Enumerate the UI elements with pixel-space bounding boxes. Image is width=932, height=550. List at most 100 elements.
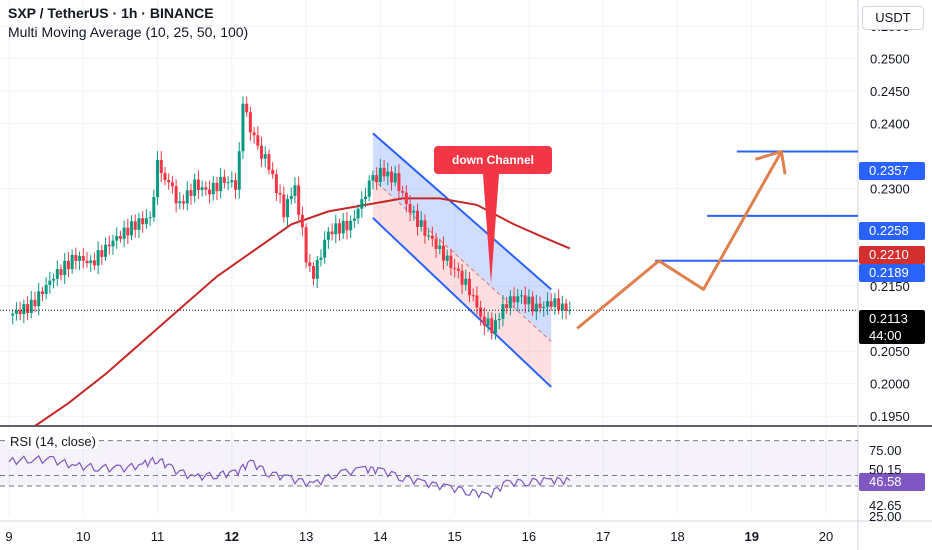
indicator-label: Multi Moving Average (10, 25, 50, 100) — [8, 24, 249, 40]
candle-body — [37, 291, 41, 307]
candle-body — [241, 103, 245, 152]
candle-body — [48, 280, 52, 285]
candle-body — [178, 201, 182, 204]
candle-body — [78, 256, 82, 261]
candle-body — [568, 310, 572, 312]
candle-body — [390, 171, 394, 183]
candle-body — [115, 236, 119, 241]
candle-body — [26, 304, 30, 313]
candle-body — [364, 196, 368, 200]
candle-body — [137, 218, 141, 230]
candle-body — [330, 231, 334, 235]
candle-body — [508, 296, 512, 309]
price-tick-label: 0.1950 — [870, 409, 910, 424]
candle-body — [560, 303, 564, 311]
candle-body — [286, 199, 290, 218]
candle-body — [486, 318, 490, 326]
candle-body — [271, 169, 275, 175]
candle-body — [74, 254, 78, 261]
price-tag-level-low: 0.2189 — [859, 264, 925, 282]
rsi-level-mid: 50.15 — [869, 462, 902, 477]
candle-body — [460, 270, 464, 285]
candle-body — [408, 203, 412, 213]
candle-body — [445, 255, 449, 261]
candle-body — [256, 135, 260, 146]
candle-body — [393, 173, 397, 183]
channel-upper-fill — [372, 133, 552, 342]
down-channel-callout: down Channel — [434, 146, 552, 174]
candle-body — [501, 304, 505, 319]
candle-body — [356, 208, 360, 219]
time-tick-label: 11 — [151, 529, 165, 544]
candle-body — [297, 185, 301, 215]
candle-body — [490, 318, 494, 334]
candle-body — [252, 132, 256, 136]
candle-body — [401, 191, 405, 193]
candle-body — [493, 320, 497, 334]
candle-body — [104, 244, 108, 257]
candle-body — [334, 223, 338, 235]
candle-body — [479, 307, 483, 317]
candle-body — [63, 260, 67, 276]
candle-body — [456, 268, 460, 271]
candle-body — [441, 245, 445, 261]
candle-body — [200, 187, 204, 191]
candle-body — [304, 227, 308, 263]
candle-body — [44, 284, 48, 295]
candle-body — [122, 227, 126, 239]
time-tick-label: 20 — [819, 529, 833, 544]
candle-body — [430, 235, 434, 239]
candle-body — [230, 180, 234, 183]
candle-body — [234, 180, 238, 190]
candle-body — [341, 220, 345, 234]
candle-body — [438, 245, 442, 250]
candle-body — [100, 250, 104, 257]
time-tick-label: 14 — [373, 529, 387, 544]
candle-body — [349, 220, 353, 231]
candle-body — [70, 254, 74, 270]
candle-body — [11, 313, 15, 316]
candle-body — [471, 295, 475, 297]
candle-body — [497, 318, 501, 321]
candle-body — [211, 182, 215, 195]
candle-body — [523, 295, 527, 305]
candle-body — [312, 266, 316, 279]
time-tick-label: 17 — [596, 529, 610, 544]
candle-body — [222, 176, 226, 183]
projection-arrowhead — [754, 150, 787, 175]
candle-body — [215, 182, 219, 192]
candle-body — [274, 174, 278, 194]
candle-body — [464, 278, 468, 285]
channel-mid-line — [372, 178, 552, 342]
candle-body — [219, 176, 223, 192]
candle-body — [527, 296, 531, 305]
candle-body — [40, 291, 44, 295]
time-tick-label: 12 — [225, 529, 239, 544]
candle-body — [85, 260, 89, 264]
time-tick-label: 19 — [744, 529, 758, 544]
rsi-label: RSI (14, close) — [8, 434, 98, 449]
price-tick-label: 0.2000 — [870, 377, 910, 392]
candle-body — [81, 256, 85, 261]
price-tick-label: 0.2300 — [870, 182, 910, 197]
candle-body — [427, 235, 431, 237]
candle-body — [167, 180, 171, 183]
rsi-line — [8, 454, 571, 499]
candle-body — [549, 301, 553, 307]
candle-body — [107, 244, 111, 247]
candle-body — [531, 296, 535, 312]
candle-body — [512, 296, 516, 303]
candle-body — [204, 187, 208, 190]
countdown-timer: 44:00 — [869, 328, 902, 343]
candle-body — [326, 231, 330, 240]
candle-body — [170, 182, 174, 187]
candle-body — [289, 195, 293, 200]
candle-body — [375, 175, 379, 183]
candle-body — [397, 173, 401, 192]
candle-body — [300, 214, 304, 228]
candle-body — [345, 220, 349, 231]
candle-body — [126, 227, 130, 236]
currency-button[interactable]: USDT — [862, 6, 924, 30]
candle-body — [367, 180, 371, 197]
